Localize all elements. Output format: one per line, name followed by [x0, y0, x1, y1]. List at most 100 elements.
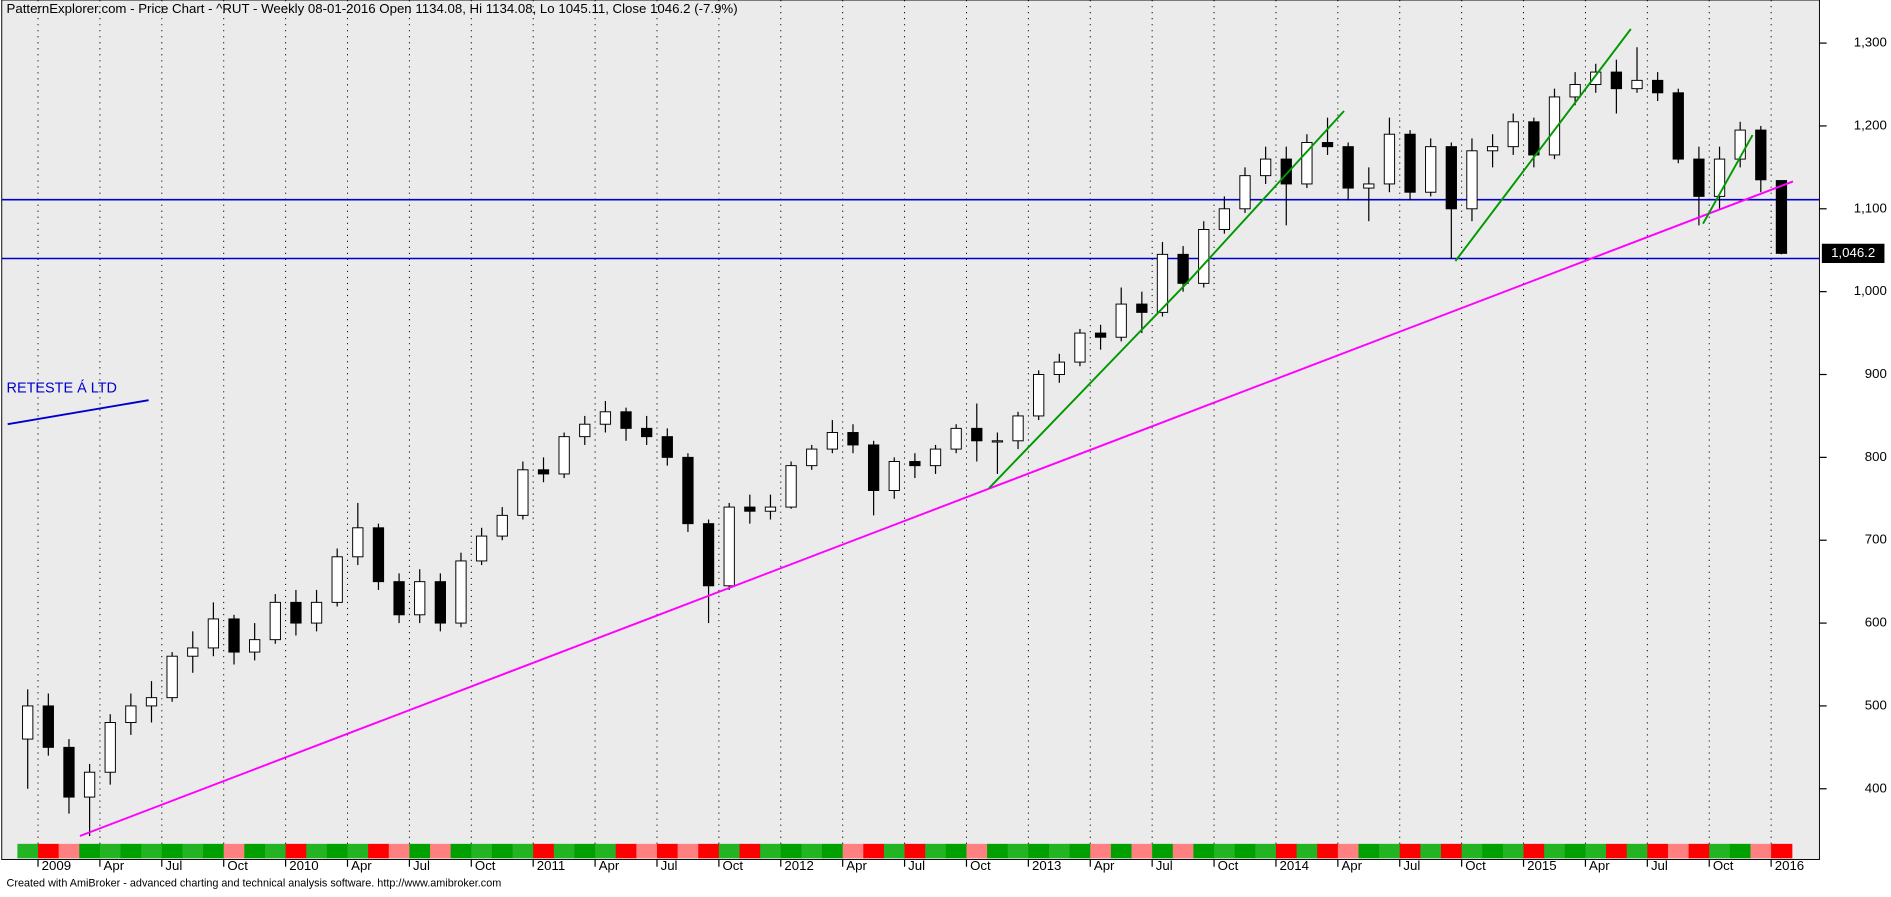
- signal-bar: [636, 843, 658, 859]
- candle-body: [249, 639, 261, 653]
- signal-bar: [1502, 843, 1525, 859]
- signal-bar: [553, 843, 576, 859]
- x-tick-label: Oct: [722, 858, 743, 873]
- signal-bar: [120, 843, 142, 859]
- chart-title: PatternExplorer.com - Price Chart - ^RUT…: [7, 1, 738, 16]
- candle-body: [1033, 374, 1045, 417]
- signal-bar: [306, 843, 328, 859]
- x-tick-label: Jul: [413, 858, 430, 873]
- x-tick-label: Oct: [475, 858, 496, 873]
- signal-bar: [1317, 843, 1339, 859]
- signal-bar: [1523, 843, 1545, 859]
- y-tick-label: 600: [1865, 615, 1887, 630]
- x-tick-label: 2015: [1527, 858, 1556, 873]
- last-price-label: 1,046.2: [1831, 245, 1875, 260]
- plot-layer: RETESTE Á LTD: [1, 0, 1820, 867]
- signal-bar: [1358, 843, 1380, 859]
- candle-body: [929, 448, 942, 467]
- signal-bar: [656, 843, 679, 859]
- signal-bar: [450, 843, 472, 859]
- candle-body: [207, 618, 220, 649]
- signal-bar: [822, 843, 844, 859]
- signal-bar: [1296, 843, 1318, 859]
- signal-bar: [1399, 843, 1421, 859]
- signal-bar: [99, 843, 122, 859]
- candle-body: [1425, 146, 1437, 193]
- signal-bar: [1007, 843, 1029, 859]
- candle-body: [125, 705, 137, 723]
- signal-bar: [79, 843, 101, 859]
- candle-body: [1074, 332, 1086, 363]
- trendline: [988, 281, 1188, 489]
- signal-bar: [1688, 843, 1710, 859]
- candle-body: [1610, 71, 1623, 90]
- signal-bar: [677, 843, 699, 859]
- signal-bar: [718, 843, 741, 859]
- candle-body: [888, 461, 900, 491]
- candle-body: [806, 448, 818, 467]
- candle-body: [1094, 332, 1107, 338]
- signal-bar: [1152, 843, 1174, 859]
- x-tick-label: 2013: [1032, 858, 1061, 873]
- signal-bar: [388, 843, 411, 859]
- y-tick-label: 1,200: [1854, 117, 1887, 132]
- signal-bar: [141, 843, 163, 859]
- x-tick-label: Apr: [846, 858, 867, 873]
- candle-body: [104, 722, 116, 773]
- signal-bar: [38, 843, 60, 859]
- signal-bar: [491, 843, 514, 859]
- y-tick-label: 1,100: [1854, 200, 1887, 215]
- signal-bar: [1564, 843, 1587, 859]
- candle-body: [1115, 303, 1127, 338]
- signal-bar: [698, 843, 720, 859]
- candle-body: [579, 423, 591, 438]
- signal-bar: [987, 843, 1009, 859]
- y-tick-label: 700: [1865, 532, 1887, 547]
- candle-body: [1548, 96, 1561, 156]
- x-tick-label: Jul: [908, 858, 925, 873]
- y-tick-label: 400: [1865, 780, 1887, 795]
- signal-bar: [780, 843, 803, 859]
- candle-body: [1198, 229, 1210, 284]
- signal-bar: [863, 843, 885, 859]
- candle-body: [682, 456, 694, 525]
- signal-bar: [223, 843, 245, 859]
- trendline: [1186, 110, 1345, 284]
- signal-bar: [1090, 843, 1112, 859]
- signal-bar: [739, 843, 761, 859]
- candle-body: [661, 436, 673, 458]
- candle-body: [1445, 146, 1457, 210]
- signal-bar: [409, 843, 431, 859]
- signal-bar: [1441, 843, 1463, 859]
- candle-body: [1775, 180, 1788, 254]
- signal-bar: [533, 843, 555, 859]
- x-tick-label: Jul: [165, 858, 182, 873]
- signal-bar: [760, 843, 782, 859]
- signal-bar: [182, 843, 204, 859]
- candle-body: [1713, 158, 1726, 197]
- signal-bar: [244, 843, 266, 859]
- x-tick-label: Apr: [104, 858, 125, 873]
- signal-bar: [904, 843, 926, 859]
- x-tick-label: Oct: [970, 858, 991, 873]
- candle-body: [1012, 415, 1024, 442]
- signal-bar: [1172, 843, 1195, 859]
- candle-body: [620, 411, 632, 429]
- x-tick-label: 2014: [1280, 858, 1309, 873]
- y-tick-label: 500: [1865, 697, 1887, 712]
- candle-body: [517, 469, 529, 516]
- candle-body: [166, 655, 178, 699]
- candle-body: [744, 506, 756, 512]
- x-tick-label: Oct: [1465, 858, 1486, 873]
- signal-bar: [285, 843, 307, 859]
- candle-body: [352, 527, 364, 558]
- candle-body: [971, 427, 983, 442]
- x-tick-label: Jul: [1651, 858, 1668, 873]
- signal-bar: [1110, 843, 1133, 859]
- x-tick-label: 2010: [289, 858, 318, 873]
- signal-bar: [1729, 843, 1752, 859]
- candle-body: [63, 746, 75, 798]
- signal-bar: [1667, 843, 1690, 859]
- signal-bar: [883, 843, 906, 859]
